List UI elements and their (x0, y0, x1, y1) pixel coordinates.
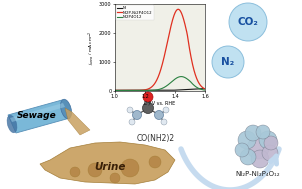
Ni2P-Ni2P4O12 (170, 22, 174, 24)
Circle shape (238, 131, 256, 149)
Ni2P-Ni2P4O12 (176, 8, 180, 10)
Ni2P4O12 (143, 89, 146, 92)
Circle shape (121, 159, 139, 177)
Ni2P-Ni2P4O12 (178, 10, 182, 12)
Text: Sewage: Sewage (17, 112, 57, 121)
Circle shape (256, 125, 270, 139)
Ni2P4O12 (124, 89, 127, 92)
X-axis label: E / V vs. RHE: E / V vs. RHE (144, 101, 176, 106)
Text: Ni₂P-Ni₂P₄O₁₂: Ni₂P-Ni₂P₄O₁₂ (236, 171, 280, 177)
Ni (204, 87, 207, 90)
Text: CO(NH2)2: CO(NH2)2 (137, 134, 175, 143)
Circle shape (247, 137, 269, 159)
Ni (179, 89, 182, 91)
Polygon shape (65, 108, 90, 135)
Ni2P4O12 (170, 81, 174, 83)
Circle shape (149, 156, 161, 168)
Ni2P-Ni2P4O12 (179, 11, 183, 13)
Ni2P4O12 (149, 89, 153, 91)
Ni2P4O12 (179, 75, 182, 78)
Circle shape (240, 149, 256, 165)
Ni (178, 89, 182, 91)
Ni2P-Ni2P4O12 (149, 87, 153, 89)
Circle shape (143, 102, 153, 114)
Circle shape (88, 163, 102, 177)
Polygon shape (10, 103, 65, 122)
Ni2P-Ni2P4O12 (143, 89, 146, 91)
Ni (149, 89, 153, 91)
Text: Urine: Urine (94, 162, 126, 172)
Legend: Ni, Ni2P-Ni2P4O12, Ni2P4O12: Ni, Ni2P-Ni2P4O12, Ni2P4O12 (116, 5, 154, 20)
Circle shape (212, 46, 244, 78)
Text: N₂: N₂ (221, 57, 235, 67)
Line: Ni: Ni (115, 88, 205, 90)
Circle shape (133, 111, 142, 119)
Circle shape (129, 119, 135, 125)
Ni2P4O12 (178, 76, 182, 78)
Circle shape (229, 3, 267, 41)
Ni2P4O12 (179, 75, 183, 78)
Circle shape (264, 136, 278, 150)
Ni (113, 89, 117, 91)
Ni2P-Ni2P4O12 (204, 88, 207, 90)
Y-axis label: $j_{urea}$ / mA cm$^{-2}$: $j_{urea}$ / mA cm$^{-2}$ (87, 30, 98, 65)
Line: Ni2P-Ni2P4O12: Ni2P-Ni2P4O12 (115, 9, 205, 90)
Circle shape (245, 125, 261, 141)
Circle shape (127, 107, 133, 113)
Circle shape (155, 111, 163, 119)
Ellipse shape (7, 115, 17, 133)
Ni (170, 89, 174, 91)
Circle shape (235, 143, 249, 157)
Circle shape (262, 145, 278, 161)
Text: CO₂: CO₂ (238, 17, 259, 27)
Ni2P4O12 (113, 89, 117, 92)
Line: Ni2P4O12: Ni2P4O12 (115, 77, 205, 91)
Circle shape (163, 107, 169, 113)
Ni (143, 89, 146, 91)
Circle shape (161, 119, 167, 125)
Circle shape (70, 167, 80, 177)
Circle shape (259, 131, 277, 149)
Ni2P4O12 (204, 89, 207, 91)
Circle shape (110, 173, 120, 183)
Ni2P-Ni2P4O12 (124, 89, 127, 91)
Ni2P-Ni2P4O12 (113, 89, 117, 91)
Polygon shape (8, 100, 70, 133)
Ellipse shape (60, 99, 72, 119)
Circle shape (143, 92, 153, 102)
Ni (124, 89, 127, 91)
Polygon shape (40, 142, 175, 184)
Circle shape (251, 150, 269, 168)
